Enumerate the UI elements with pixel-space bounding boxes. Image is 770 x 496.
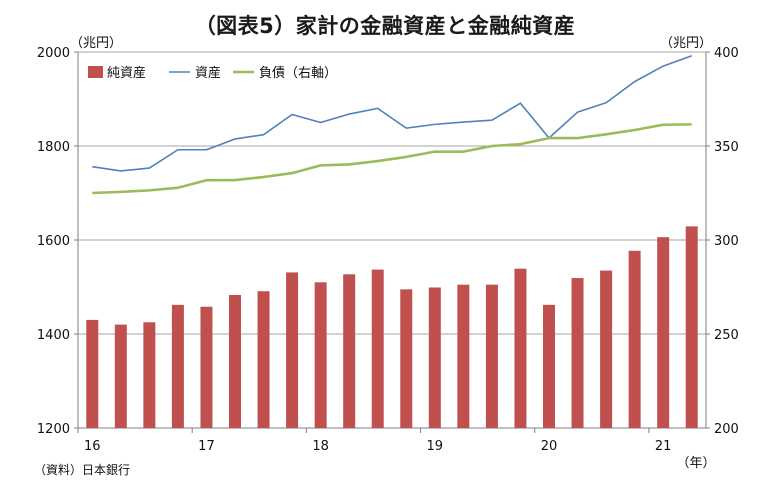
left-tick-label: 1600	[37, 234, 70, 249]
bar-net-assets	[457, 284, 470, 428]
bar-net-assets	[400, 289, 413, 428]
x-tick-label: 21	[655, 439, 672, 454]
left-tick-label: 1800	[37, 140, 70, 155]
bar-net-assets	[171, 304, 184, 428]
bar-net-assets	[257, 291, 270, 428]
bar-net-assets	[200, 306, 213, 428]
right-tick-label: 400	[714, 46, 739, 61]
bar-net-assets	[371, 269, 384, 428]
legend-label-net-assets: 純資産	[107, 65, 146, 81]
right-tick-label: 200	[714, 422, 739, 437]
source-note: （資料）日本銀行	[34, 463, 131, 477]
bar-net-assets	[514, 268, 527, 428]
bar-net-assets	[286, 272, 299, 428]
bar-net-assets	[485, 284, 498, 428]
left-axis-unit: （兆円）	[70, 36, 123, 51]
line-liabilities	[92, 123, 692, 195]
x-tick-label: 20	[541, 439, 558, 454]
chart-title: （図表5）家計の金融資産と金融純資産	[194, 14, 576, 38]
x-tick-label: 19	[427, 439, 444, 454]
bar-net-assets	[685, 226, 698, 428]
x-tick-label: 17	[198, 439, 215, 454]
right-tick-label: 250	[714, 328, 739, 343]
left-tick-label: 1400	[37, 328, 70, 343]
bar-net-assets	[543, 304, 555, 428]
line-assets	[92, 55, 692, 172]
bar-net-assets	[600, 270, 613, 428]
bar-net-assets	[229, 294, 241, 428]
x-tick-label: 18	[312, 439, 329, 454]
right-axis-unit: （兆円）	[660, 36, 713, 51]
legend-swatch-net-assets	[88, 66, 103, 78]
bar-net-assets	[114, 324, 127, 428]
x-tick-label: 16	[84, 439, 101, 454]
left-tick-label: 1200	[37, 422, 70, 437]
left-tick-label: 2000	[37, 46, 70, 61]
bar-net-assets	[571, 278, 584, 428]
legend-label-assets: 資産	[195, 65, 221, 81]
bar-net-assets	[86, 319, 99, 428]
bar-net-assets	[143, 322, 156, 428]
bar-net-assets	[628, 250, 641, 428]
x-axis-unit: （年）	[676, 456, 715, 471]
bar-net-assets	[428, 287, 441, 428]
bar-net-assets	[657, 237, 670, 428]
right-tick-label: 350	[714, 140, 739, 155]
right-tick-label: 300	[714, 234, 739, 249]
legend-label-liabilities: 負債（右軸）	[259, 66, 337, 81]
bar-net-assets	[343, 274, 356, 428]
bar-net-assets	[314, 282, 327, 428]
